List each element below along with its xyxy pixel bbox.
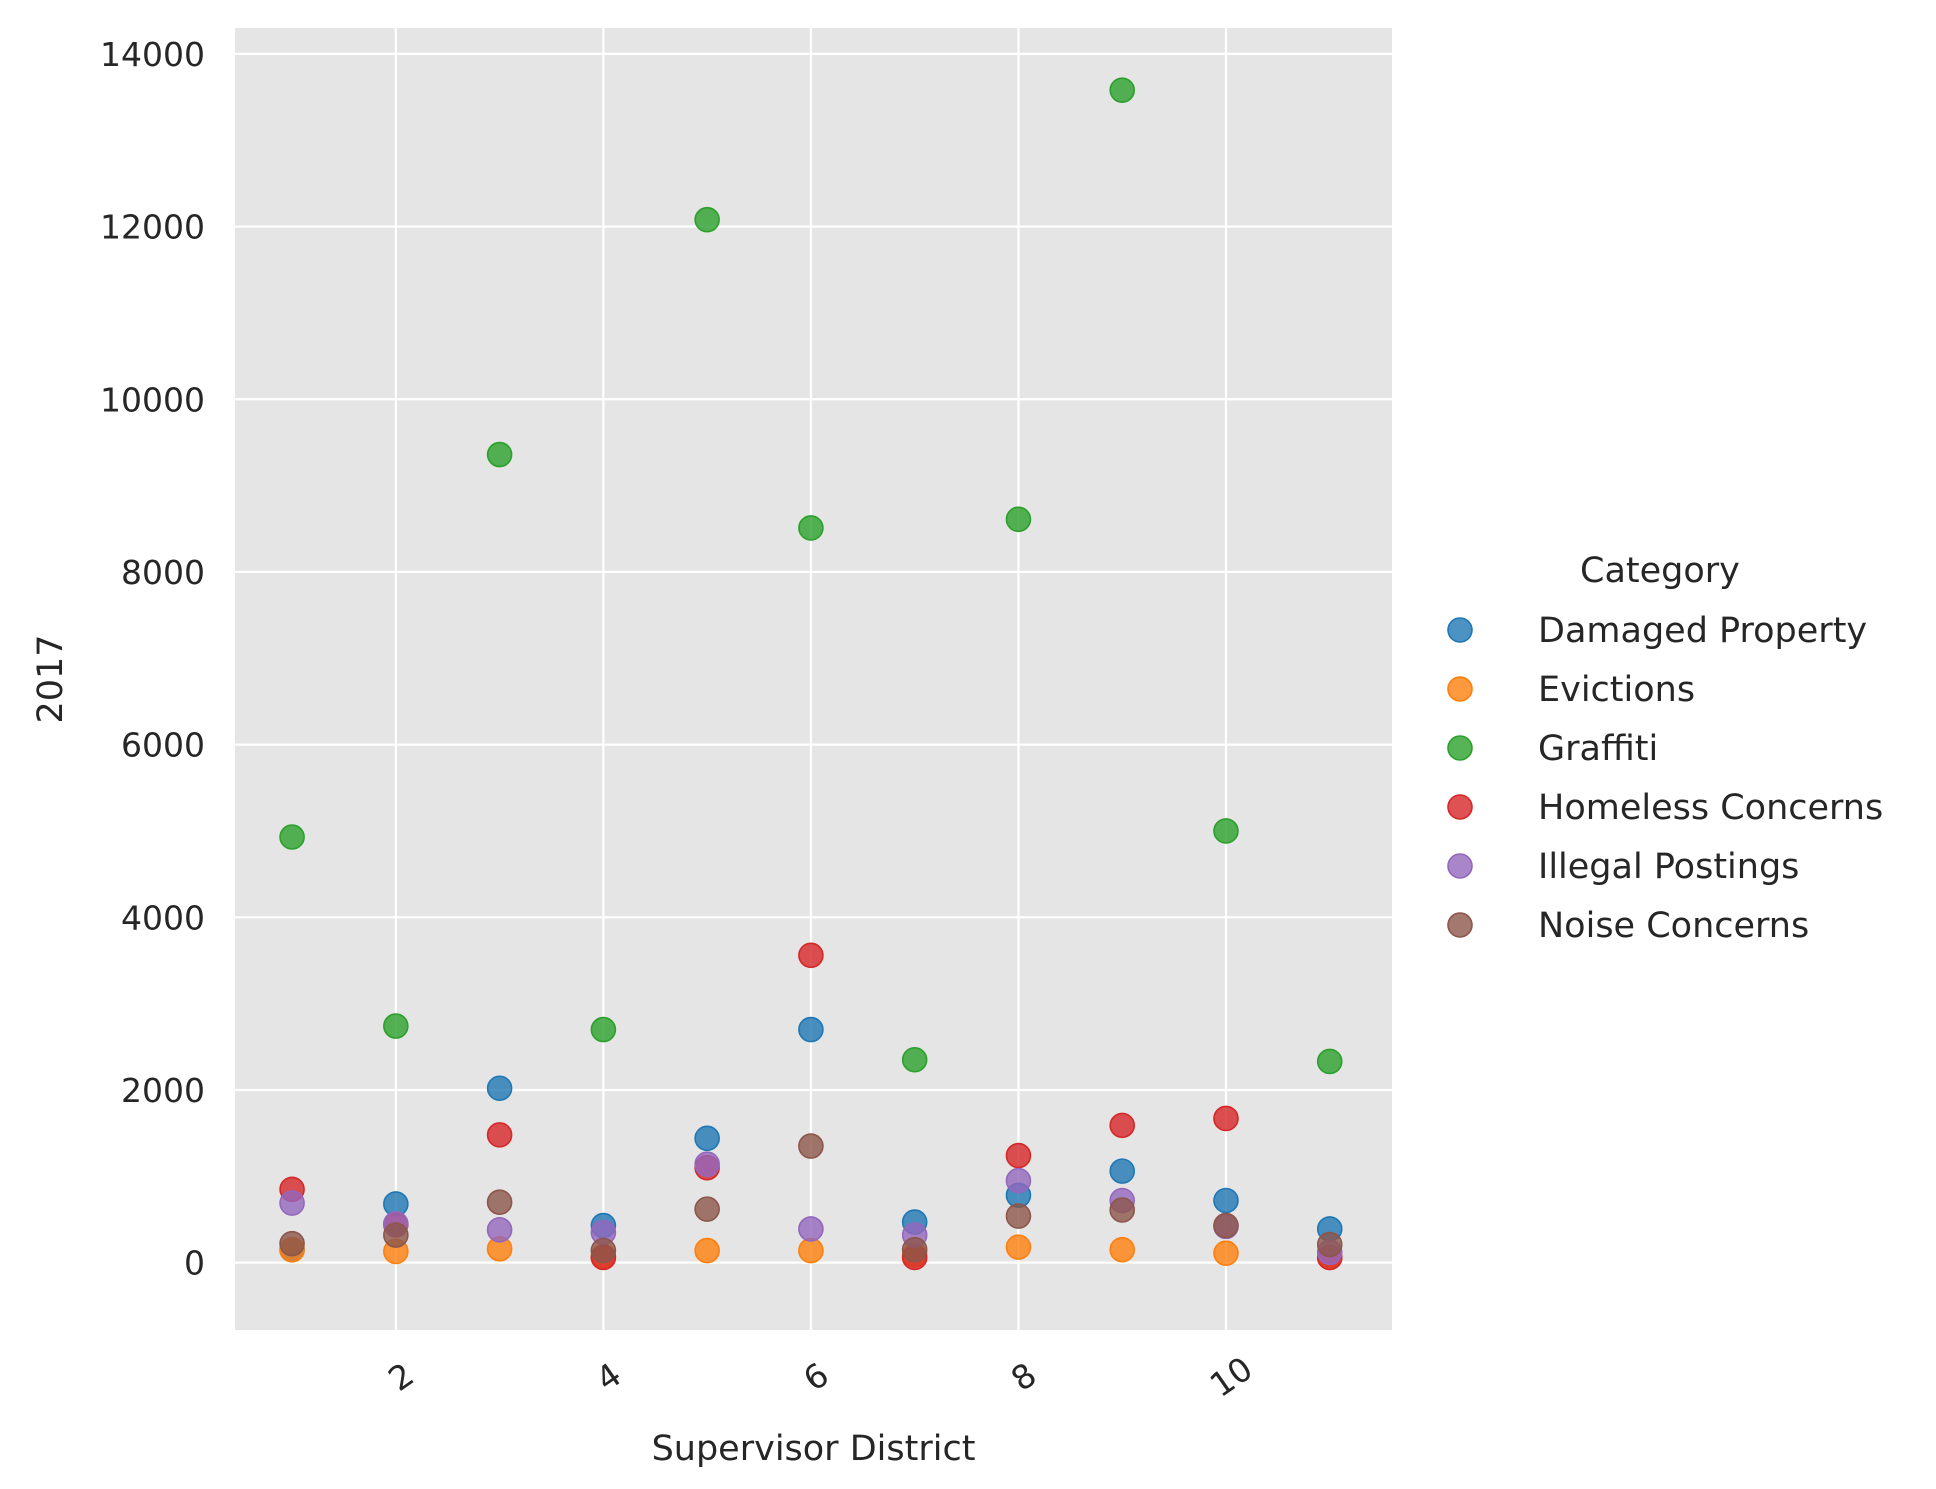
legend-marker [1447, 617, 1473, 643]
legend: Category Damaged Property Evictions Graffi… [1447, 551, 1883, 946]
data-points [279, 77, 1343, 1271]
point-noise-concerns [383, 1222, 409, 1248]
point-graffiti [279, 824, 305, 850]
point-homeless-concerns [798, 942, 824, 969]
point-noise-concerns [1316, 1231, 1343, 1258]
point-homeless-concerns [1213, 1105, 1239, 1132]
x-tick-label: 10 [1203, 1349, 1260, 1405]
legend-title: Category [1580, 551, 1740, 591]
point-homeless-concerns [1109, 1112, 1136, 1139]
point-homeless-concerns [1005, 1142, 1032, 1169]
y-tick-label: 14000 [100, 35, 205, 74]
point-noise-concerns [486, 1189, 513, 1216]
point-evictions [798, 1237, 824, 1264]
legend-entry-label: Graffiti [1538, 729, 1658, 769]
point-damaged-property [798, 1016, 824, 1043]
x-tick-label: 6 [796, 1355, 836, 1399]
point-illegal-postings [279, 1190, 305, 1216]
legend-entry-label: Evictions [1538, 670, 1695, 710]
legend-marker [1447, 853, 1473, 879]
point-graffiti [1316, 1048, 1343, 1075]
point-noise-concerns [1005, 1203, 1032, 1229]
legend-entry-label: Illegal Postings [1538, 847, 1799, 887]
point-noise-concerns [1109, 1197, 1136, 1223]
point-noise-concerns [590, 1237, 617, 1264]
point-illegal-postings [1005, 1167, 1032, 1194]
point-graffiti [590, 1016, 617, 1043]
point-evictions [1213, 1240, 1239, 1266]
y-tick-label: 10000 [100, 380, 205, 419]
legend-entry-label: Noise Concerns [1538, 906, 1809, 946]
y-tick-label: 2000 [121, 1071, 205, 1110]
point-graffiti [1213, 818, 1239, 844]
grid-lines [235, 28, 1392, 1330]
x-tick-label: 2 [381, 1355, 421, 1399]
y-axis-ticks: 0 2000 4000 6000 8000 10000 12000 14000 [100, 35, 205, 1283]
point-noise-concerns [694, 1196, 720, 1222]
legend-entry-label: Damaged Property [1538, 611, 1867, 651]
point-evictions [1109, 1236, 1136, 1263]
point-graffiti [486, 441, 513, 468]
legend-marker [1447, 676, 1473, 702]
point-damaged-property [1109, 1158, 1136, 1184]
point-evictions [694, 1237, 720, 1264]
point-damaged-property [486, 1075, 513, 1102]
point-graffiti [1005, 506, 1032, 533]
x-axis-ticks: 2 4 6 8 10 [381, 1349, 1259, 1405]
y-axis-label: 2017 [31, 634, 71, 723]
point-illegal-postings [694, 1151, 720, 1178]
point-homeless-concerns [486, 1122, 513, 1148]
point-noise-concerns [279, 1230, 305, 1257]
point-noise-concerns [1213, 1212, 1239, 1239]
point-noise-concerns [798, 1133, 824, 1159]
legend-marker [1447, 794, 1473, 820]
y-tick-label: 0 [184, 1244, 205, 1283]
point-evictions [1005, 1234, 1032, 1260]
point-graffiti [1109, 77, 1136, 103]
legend-marker [1447, 735, 1473, 761]
point-illegal-postings [486, 1217, 513, 1243]
y-tick-label: 4000 [121, 898, 205, 937]
y-tick-label: 8000 [121, 553, 205, 592]
point-damaged-property [694, 1125, 720, 1152]
point-graffiti [383, 1013, 409, 1039]
x-axis-label: Supervisor District [652, 1429, 976, 1469]
x-tick-label: 8 [1004, 1355, 1044, 1399]
point-graffiti [694, 206, 720, 233]
point-graffiti [901, 1046, 928, 1073]
y-tick-label: 12000 [100, 208, 205, 247]
plot-area [235, 28, 1392, 1330]
point-illegal-postings [798, 1216, 824, 1242]
point-graffiti [798, 515, 824, 541]
legend-entry-label: Homeless Concerns [1538, 788, 1883, 828]
point-damaged-property [1213, 1187, 1239, 1214]
y-tick-label: 6000 [121, 726, 205, 765]
point-noise-concerns [901, 1236, 928, 1263]
x-tick-label: 4 [589, 1355, 629, 1399]
legend-marker [1447, 912, 1473, 938]
